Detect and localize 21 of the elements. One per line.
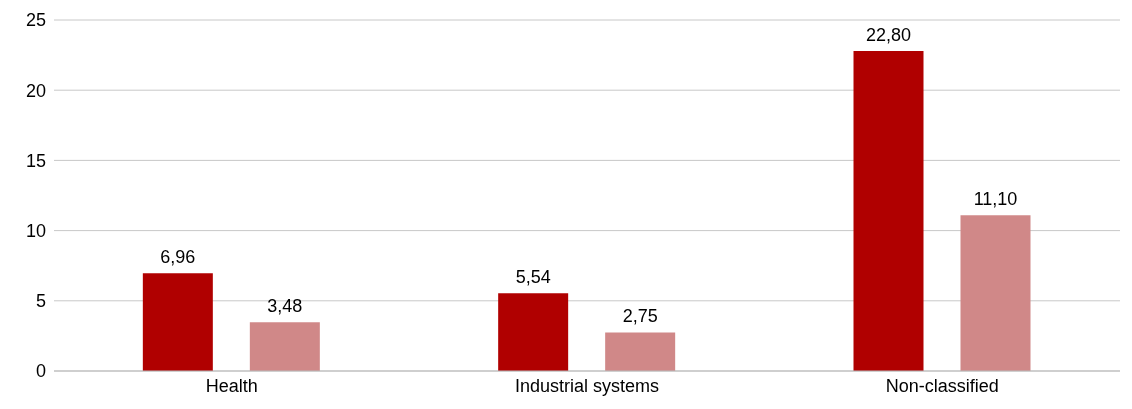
data-label: 6,96 bbox=[160, 247, 196, 268]
y-tick-label: 20 bbox=[25, 80, 46, 101]
data-label: 5,54 bbox=[515, 267, 551, 288]
x-tick-label: Health bbox=[205, 375, 258, 396]
data-label: 11,10 bbox=[973, 189, 1018, 210]
x-tick-label: Industrial systems bbox=[514, 375, 660, 396]
bar bbox=[853, 50, 924, 371]
data-label: 3,48 bbox=[267, 296, 303, 317]
y-tick-label: 15 bbox=[25, 150, 46, 171]
bar bbox=[249, 322, 320, 371]
bar bbox=[142, 273, 213, 371]
y-tick-label: 5 bbox=[35, 291, 46, 312]
y-tick-label: 25 bbox=[25, 10, 46, 31]
data-label: 22,80 bbox=[865, 24, 912, 45]
bar bbox=[605, 332, 676, 371]
bar bbox=[960, 215, 1031, 371]
y-tick-label: 0 bbox=[35, 361, 46, 382]
x-tick-label: Non-classified bbox=[885, 375, 999, 396]
bar bbox=[498, 293, 569, 371]
y-tick-label: 10 bbox=[25, 220, 46, 241]
data-label: 2,75 bbox=[622, 306, 658, 327]
